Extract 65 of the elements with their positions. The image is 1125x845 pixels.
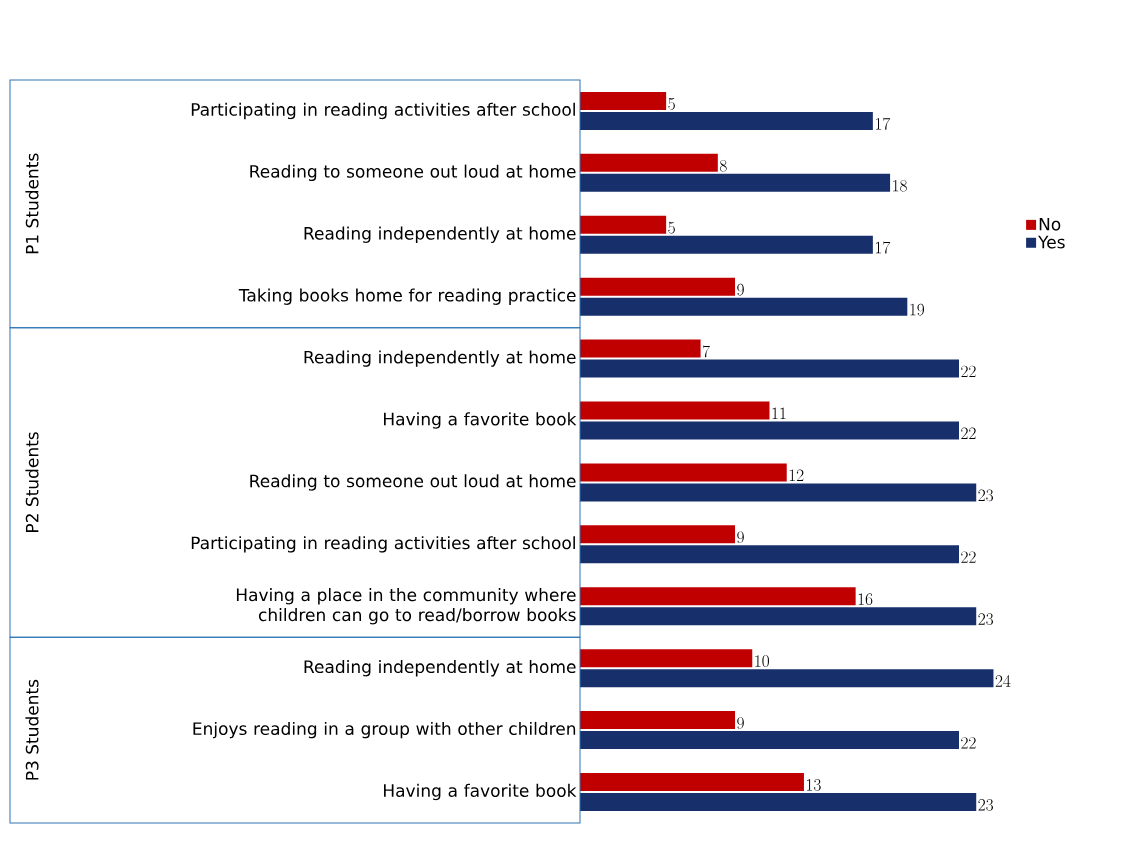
bar [580,91,667,110]
text: P2 Students [25,432,39,532]
text: P1 Students [25,153,39,254]
y-tick-label: Participating in reading activities after school [191,536,575,553]
data-label: 10 [755,655,769,667]
bar [580,649,753,668]
bar [580,297,908,316]
bar [580,669,994,688]
bar [580,773,804,792]
data-label: 22 [961,427,976,439]
data-label: 8 [719,159,727,172]
bar [580,793,977,812]
bar [580,235,873,254]
data-label: 22 [961,551,976,563]
data-label: 5 [668,221,675,234]
data-label: 7 [702,345,710,358]
bar [580,215,667,234]
legend-label: Yes [1038,235,1065,249]
bar [580,421,959,440]
data-label: 23 [978,613,994,626]
bar [580,525,736,544]
data-label: 24 [995,675,1011,687]
bar [580,401,770,420]
bar [580,339,701,358]
data-label: 19 [910,303,925,316]
data-label: 23 [978,799,994,811]
bar [580,587,856,606]
y-tick-label: Having a place in the community where children can go to read/borrow books [236,588,576,625]
y-tick-label: Having a favorite book [384,412,577,429]
y-tick-label: Taking books home for reading practice [238,288,576,305]
y-tick-label: Participating in reading activities after school [191,102,575,120]
bar [580,607,977,626]
legend-label: No [1039,217,1061,231]
y-tick-label: Reading independently at home [304,659,576,677]
bar [580,711,736,730]
text: P3 Students [25,679,39,780]
bar [580,463,787,482]
bar [580,277,736,296]
bar [580,483,977,502]
y-tick-label: Having a favorite book [384,783,577,801]
data-label: 13 [806,779,821,791]
data-label: 22 [961,737,976,749]
bar [580,153,718,172]
bar [580,173,891,192]
bar [580,359,959,378]
data-label: 9 [737,283,744,296]
data-label: 18 [893,179,907,192]
bar [580,111,873,130]
data-label: 5 [668,98,675,110]
bar [580,731,959,750]
data-label: 9 [737,531,744,544]
y-tick-label: Reading to someone out loud at home [250,164,576,182]
bar [580,545,959,564]
y-tick-label: Reading independently at home [304,350,576,367]
data-label: 22 [961,365,976,378]
y-tick-label: Reading to someone out loud at home [250,474,576,491]
data-label: 17 [875,241,891,254]
data-label: 23 [978,489,994,502]
data-label: 11 [772,407,786,419]
data-label: 17 [875,117,891,130]
y-tick-label: Reading independently at home [304,226,576,243]
y-tick-label: Enjoys reading in a group with other children [193,721,576,739]
data-label: 9 [737,717,744,729]
data-label: 16 [858,593,873,606]
data-label: 12 [789,469,804,481]
